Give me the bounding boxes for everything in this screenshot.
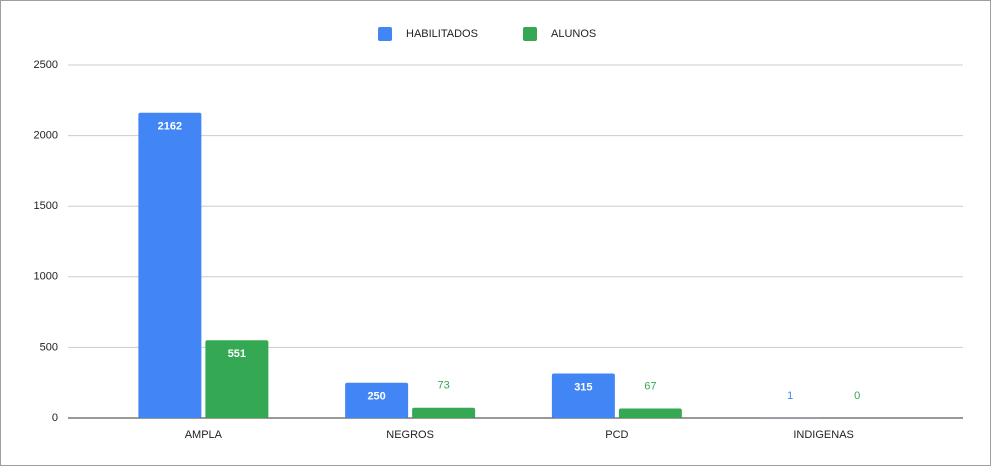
value-label: 1 <box>787 390 793 402</box>
legend-swatch <box>523 27 537 41</box>
value-label: 67 <box>644 380 656 392</box>
legend-label: HABILITADOS <box>406 28 478 40</box>
bar <box>138 112 202 419</box>
bar <box>551 373 615 418</box>
x-tick-label: INDIGENAS <box>793 429 854 441</box>
y-tick-label: 1000 <box>34 271 58 283</box>
bar <box>345 382 409 418</box>
y-tick-label: 0 <box>52 412 58 424</box>
value-label: 2162 <box>158 121 182 133</box>
bar <box>412 407 476 418</box>
value-label: 315 <box>574 381 592 393</box>
x-tick-label: NEGROS <box>386 429 434 441</box>
value-label: 73 <box>438 380 450 392</box>
x-tick-label: PCD <box>605 429 628 441</box>
x-tick-label: AMPLA <box>185 429 223 441</box>
y-tick-label: 1500 <box>34 200 58 212</box>
y-tick-label: 2000 <box>34 130 58 142</box>
y-tick-label: 500 <box>40 341 58 353</box>
y-tick-label: 2500 <box>34 59 58 71</box>
value-label: 0 <box>854 390 860 402</box>
legend-label: ALUNOS <box>551 28 596 40</box>
legend-swatch <box>378 27 392 41</box>
value-label: 551 <box>228 348 246 360</box>
bar <box>205 340 269 418</box>
bar <box>618 408 682 418</box>
value-label: 250 <box>367 391 385 403</box>
